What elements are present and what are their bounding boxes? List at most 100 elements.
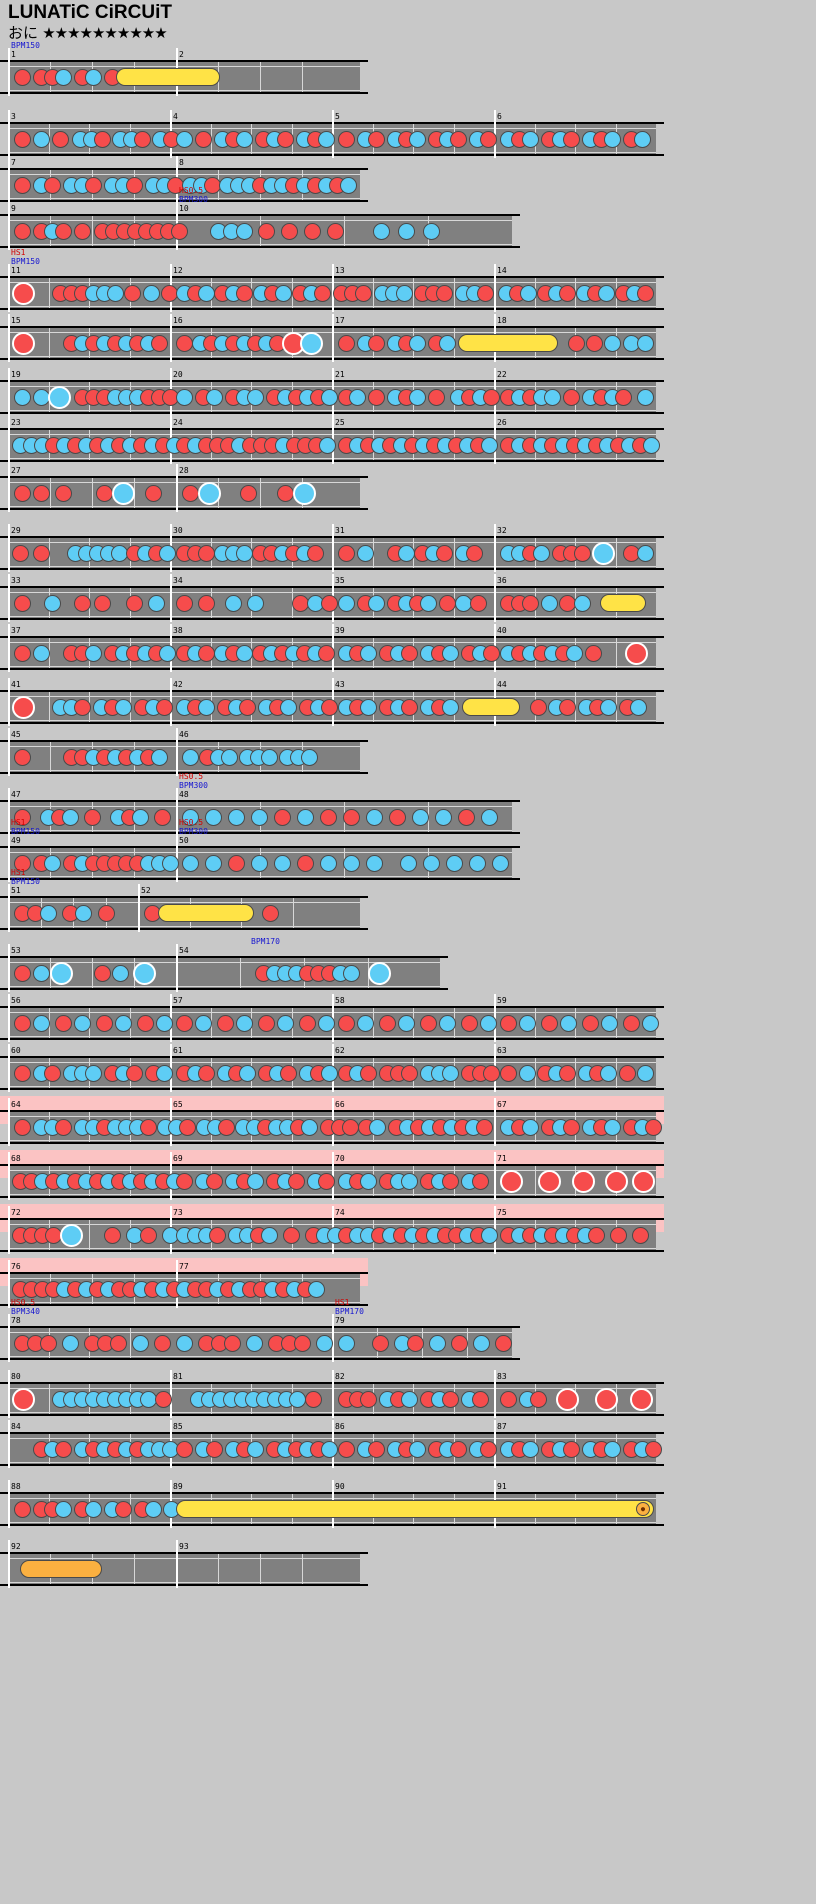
kat-note[interactable] [469,854,486,872]
kat-note[interactable] [321,1440,338,1458]
kat-note[interactable] [85,1064,102,1082]
don-note[interactable] [338,1014,355,1032]
kat-note[interactable] [519,1064,536,1082]
kat-note[interactable] [85,644,102,662]
kat-note[interactable] [33,964,50,982]
don-note[interactable] [297,854,314,872]
kat-note[interactable] [360,1172,377,1190]
don-note[interactable] [14,594,31,612]
don-note[interactable] [389,808,406,826]
kat-note[interactable] [275,284,292,302]
kat-note[interactable] [401,1172,418,1190]
kat-note[interactable] [409,388,426,406]
kat-note[interactable] [320,854,337,872]
don-note[interactable] [98,904,115,922]
don-note[interactable] [14,68,31,86]
kat-note[interactable] [33,1014,50,1032]
kat-note[interactable] [642,1014,659,1032]
don-note[interactable] [637,284,654,302]
kat-note[interactable] [520,284,537,302]
big-kat-note[interactable] [293,481,316,505]
kat-note[interactable] [357,1014,374,1032]
kat-note[interactable] [148,594,165,612]
kat-note[interactable] [198,698,215,716]
don-note[interactable] [277,484,294,502]
don-note[interactable] [206,1440,223,1458]
don-note[interactable] [14,964,31,982]
kat-note[interactable] [637,544,654,562]
kat-note[interactable] [182,808,199,826]
big-kat-note[interactable] [592,541,615,565]
kat-note[interactable] [289,1390,306,1408]
don-note[interactable] [586,334,603,352]
don-note[interactable] [14,854,31,872]
kat-note[interactable] [409,334,426,352]
kat-note[interactable] [277,1014,294,1032]
kat-note[interactable] [280,698,297,716]
kat-note[interactable] [492,854,509,872]
don-note[interactable] [126,594,143,612]
don-note[interactable] [44,1064,61,1082]
kat-note[interactable] [373,222,390,240]
kat-note[interactable] [481,436,498,454]
don-note[interactable] [176,1172,193,1190]
kat-note[interactable] [301,1118,318,1136]
kat-note[interactable] [637,388,654,406]
don-note[interactable] [368,334,385,352]
kat-note[interactable] [239,1064,256,1082]
don-note[interactable] [14,222,31,240]
kat-note[interactable] [33,644,50,662]
kat-note[interactable] [560,1014,577,1032]
don-note[interactable] [294,1334,311,1352]
kat-note[interactable] [343,964,360,982]
kat-note[interactable] [176,130,193,148]
kat-note[interactable] [366,854,383,872]
don-note[interactable] [342,1118,359,1136]
don-note[interactable] [14,1064,31,1082]
don-note[interactable] [321,594,338,612]
kat-note[interactable] [396,284,413,302]
kat-note[interactable] [132,1334,149,1352]
kat-note[interactable] [338,594,355,612]
kat-note[interactable] [600,698,617,716]
don-note[interactable] [480,1440,497,1458]
kat-note[interactable] [236,130,253,148]
kat-note[interactable] [442,698,459,716]
kat-note[interactable] [604,1440,621,1458]
don-note[interactable] [126,1064,143,1082]
don-note[interactable] [360,1064,377,1082]
kat-note[interactable] [206,388,223,406]
don-note[interactable] [338,130,355,148]
don-note[interactable] [14,484,31,502]
don-note[interactable] [155,1390,172,1408]
kat-note[interactable] [423,222,440,240]
don-note[interactable] [258,222,275,240]
don-note[interactable] [12,544,29,562]
kat-note[interactable] [247,594,264,612]
kat-note[interactable] [601,1014,618,1032]
don-note[interactable] [530,1390,547,1408]
don-note[interactable] [182,484,199,502]
kat-note[interactable] [340,176,357,194]
kat-note[interactable] [316,1334,333,1352]
kat-note[interactable] [369,1118,386,1136]
don-note[interactable] [179,1118,196,1136]
don-note[interactable] [94,130,111,148]
kat-note[interactable] [435,808,452,826]
don-note[interactable] [236,284,253,302]
don-note[interactable] [368,1440,385,1458]
kat-note[interactable] [145,1500,162,1518]
don-note[interactable] [124,284,141,302]
don-note[interactable] [472,1390,489,1408]
kat-note[interactable] [55,1500,72,1518]
big-don-note[interactable] [12,695,35,719]
don-note[interactable] [74,698,91,716]
balloon-hit-icon[interactable]: ● [636,1502,650,1516]
kat-note[interactable] [412,808,429,826]
kat-note[interactable] [533,544,550,562]
don-note[interactable] [522,594,539,612]
don-note[interactable] [530,698,547,716]
don-note[interactable] [379,1014,396,1032]
don-note[interactable] [283,1226,300,1244]
kat-note[interactable] [481,1226,498,1244]
